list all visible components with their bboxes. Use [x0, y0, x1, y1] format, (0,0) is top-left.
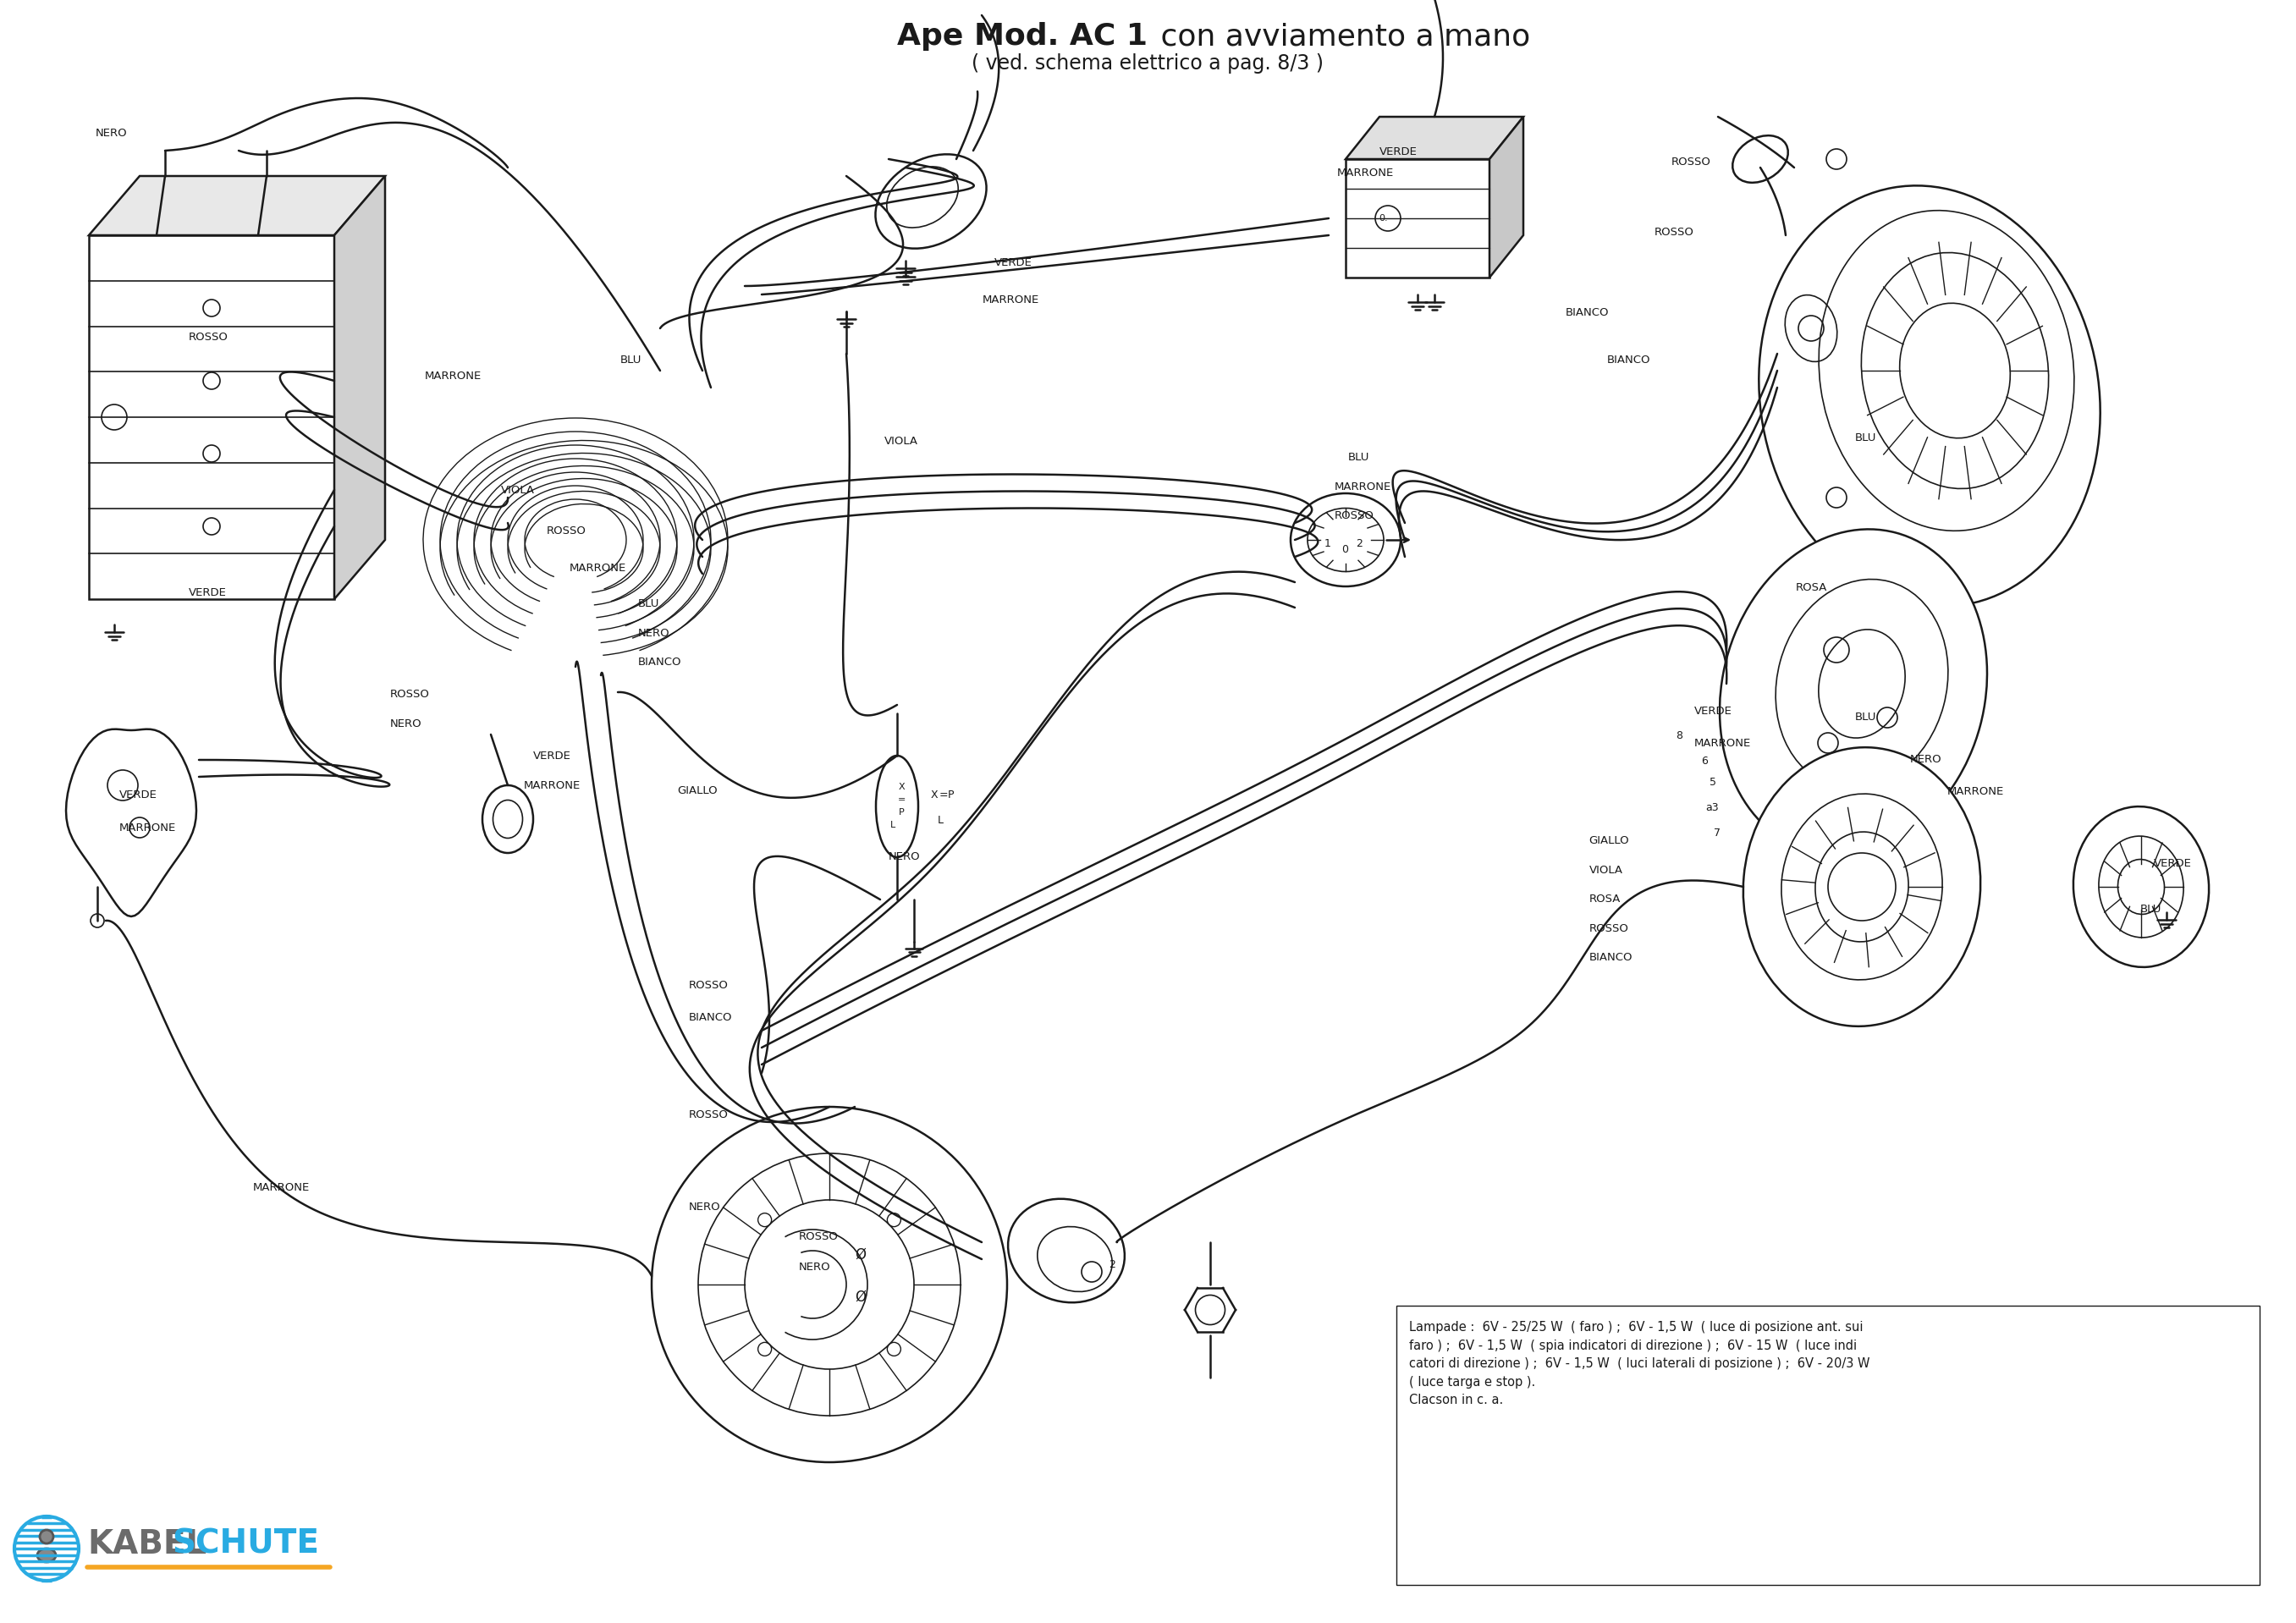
Text: VERDE: VERDE: [119, 790, 158, 800]
Text: ROSSO: ROSSO: [1589, 923, 1628, 933]
Text: Ø: Ø: [854, 1290, 866, 1305]
Text: NERO: NERO: [638, 628, 670, 638]
Text: GIALLO: GIALLO: [1589, 836, 1630, 846]
Text: BIANCO: BIANCO: [1607, 355, 1651, 365]
Text: L: L: [891, 821, 895, 829]
Text: 0.: 0.: [1380, 214, 1389, 222]
Text: 2: 2: [1355, 539, 1362, 549]
Ellipse shape: [1720, 529, 1986, 855]
Text: VERDE: VERDE: [1380, 146, 1417, 157]
Text: Ape Mod. AC 1: Ape Mod. AC 1: [898, 23, 1148, 50]
Text: NERO: NERO: [889, 852, 921, 862]
Text: VERDE: VERDE: [1694, 706, 1733, 716]
Text: ROSSO: ROSSO: [546, 526, 585, 536]
Text: 2: 2: [1109, 1259, 1116, 1271]
Text: MARRONE: MARRONE: [1694, 738, 1752, 748]
Text: X: X: [930, 789, 939, 800]
Text: MARRONE: MARRONE: [523, 781, 581, 790]
Text: con avviamento a mano: con avviamento a mano: [1150, 23, 1531, 50]
Text: SCHUTE: SCHUTE: [172, 1529, 319, 1560]
Text: ROSA: ROSA: [1795, 583, 1828, 592]
Text: P: P: [898, 808, 905, 816]
Text: 1: 1: [1325, 539, 1332, 549]
Text: VERDE: VERDE: [533, 751, 572, 761]
Text: NERO: NERO: [1910, 755, 1942, 764]
Text: 0: 0: [1341, 544, 1348, 555]
Text: L: L: [937, 815, 944, 826]
Text: GIALLO: GIALLO: [677, 786, 719, 795]
Text: BLU: BLU: [2140, 904, 2161, 914]
Text: MARRONE: MARRONE: [253, 1183, 310, 1193]
Text: KABEL: KABEL: [87, 1529, 207, 1560]
Text: =: =: [898, 795, 905, 803]
Text: 8: 8: [1676, 730, 1683, 742]
Text: Lampade :  6V - 25/25 W  ( faro ) ;  6V - 1,5 W  ( luce di posizione ant. sui
fa: Lampade : 6V - 25/25 W ( faro ) ; 6V - 1…: [1410, 1321, 1869, 1407]
Ellipse shape: [875, 756, 918, 857]
Text: NERO: NERO: [799, 1263, 831, 1272]
Circle shape: [652, 1107, 1008, 1462]
Text: NERO: NERO: [96, 128, 126, 138]
Text: BIANCO: BIANCO: [689, 1013, 732, 1022]
FancyBboxPatch shape: [1345, 159, 1490, 278]
Text: ROSSO: ROSSO: [1671, 157, 1711, 167]
Text: Ø: Ø: [854, 1248, 866, 1263]
Text: VIOLA: VIOLA: [884, 437, 918, 446]
Text: P: P: [948, 789, 955, 800]
Text: ROSSO: ROSSO: [188, 333, 227, 342]
Text: MARRONE: MARRONE: [569, 563, 627, 573]
Text: BLU: BLU: [1855, 712, 1876, 722]
Text: BLU: BLU: [620, 355, 641, 365]
Ellipse shape: [1759, 185, 2101, 607]
Text: MARRONE: MARRONE: [425, 372, 482, 381]
Polygon shape: [1490, 117, 1522, 278]
Text: ROSSO: ROSSO: [689, 980, 728, 990]
Text: MARRONE: MARRONE: [1334, 482, 1391, 492]
Text: VERDE: VERDE: [2154, 859, 2193, 868]
Ellipse shape: [1743, 747, 1981, 1026]
Text: X: X: [898, 782, 905, 790]
Text: VIOLA: VIOLA: [1589, 865, 1623, 875]
Ellipse shape: [1733, 136, 1789, 183]
Text: BLU: BLU: [1855, 433, 1876, 443]
Text: ROSSO: ROSSO: [1655, 227, 1694, 239]
Polygon shape: [67, 729, 197, 917]
Text: VIOLA: VIOLA: [501, 485, 535, 495]
Text: ROSSO: ROSSO: [689, 1110, 728, 1120]
Text: ROSSO: ROSSO: [799, 1232, 838, 1242]
Text: 5: 5: [1711, 777, 1717, 787]
FancyBboxPatch shape: [90, 235, 335, 599]
Text: ROSSO: ROSSO: [1334, 511, 1373, 521]
Text: BIANCO: BIANCO: [1566, 307, 1609, 318]
Text: BIANCO: BIANCO: [1589, 953, 1632, 962]
Text: MARRONE: MARRONE: [1947, 787, 2004, 797]
Text: BIANCO: BIANCO: [638, 657, 682, 667]
Text: BLU: BLU: [1348, 453, 1368, 463]
Text: MARRONE: MARRONE: [119, 823, 177, 833]
Text: =: =: [939, 789, 948, 800]
Circle shape: [39, 1530, 53, 1543]
Ellipse shape: [1290, 493, 1401, 586]
Ellipse shape: [1008, 1199, 1125, 1303]
Polygon shape: [90, 175, 386, 235]
Text: 6: 6: [1701, 756, 1708, 766]
Ellipse shape: [2073, 807, 2209, 967]
Text: NERO: NERO: [390, 719, 422, 729]
Text: VERDE: VERDE: [994, 258, 1033, 268]
Text: NERO: NERO: [689, 1203, 721, 1212]
Text: ROSSO: ROSSO: [390, 690, 429, 700]
Polygon shape: [1345, 117, 1522, 159]
Text: 7: 7: [1713, 828, 1720, 839]
Ellipse shape: [482, 786, 533, 854]
Text: MARRONE: MARRONE: [983, 295, 1040, 305]
Polygon shape: [335, 175, 386, 599]
Text: VERDE: VERDE: [188, 588, 227, 597]
Ellipse shape: [37, 1548, 55, 1561]
Text: MARRONE: MARRONE: [1336, 167, 1394, 179]
Text: BLU: BLU: [638, 599, 659, 609]
Text: a3: a3: [1706, 802, 1717, 813]
FancyBboxPatch shape: [1396, 1305, 2259, 1586]
Text: ( ved. schema elettrico a pag. 8/3 ): ( ved. schema elettrico a pag. 8/3 ): [971, 54, 1322, 73]
Text: ROSA: ROSA: [1589, 894, 1621, 904]
